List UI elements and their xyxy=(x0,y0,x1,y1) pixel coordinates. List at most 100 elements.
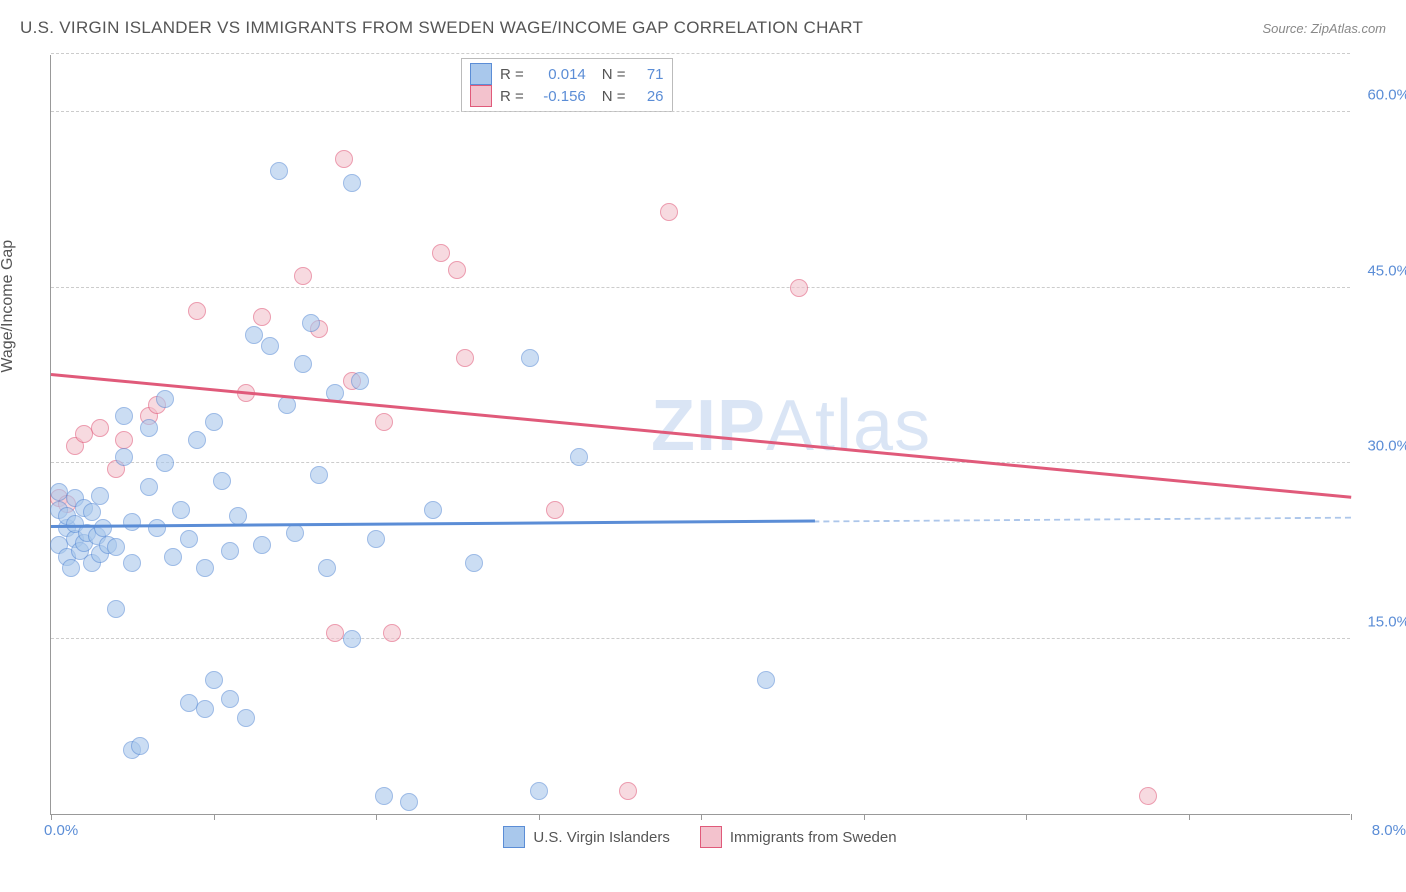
data-point-a xyxy=(351,372,369,390)
data-point-a xyxy=(375,787,393,805)
data-point-a xyxy=(245,326,263,344)
x-tick xyxy=(1351,814,1352,820)
data-point-a xyxy=(343,630,361,648)
legend-label-a: U.S. Virgin Islanders xyxy=(533,829,669,846)
data-point-a xyxy=(196,700,214,718)
data-point-a xyxy=(164,548,182,566)
data-point-a xyxy=(237,709,255,727)
data-point-a xyxy=(465,554,483,572)
data-point-a xyxy=(424,501,442,519)
data-point-b xyxy=(456,349,474,367)
x-tick xyxy=(701,814,702,820)
data-point-a xyxy=(91,487,109,505)
data-point-b xyxy=(546,501,564,519)
data-point-a xyxy=(530,782,548,800)
y-tick-label: 60.0% xyxy=(1367,87,1406,104)
data-point-b xyxy=(335,150,353,168)
data-point-a xyxy=(180,530,198,548)
data-point-b xyxy=(448,261,466,279)
x-tick xyxy=(51,814,52,820)
y-tick-label: 30.0% xyxy=(1367,438,1406,455)
data-point-b xyxy=(115,431,133,449)
n-value-a: 71 xyxy=(634,66,664,83)
data-point-a xyxy=(570,448,588,466)
legend-label-b: Immigrants from Sweden xyxy=(730,829,897,846)
data-point-b xyxy=(188,302,206,320)
stats-row-b: R = -0.156 N = 26 xyxy=(470,85,664,107)
legend-item-b: Immigrants from Sweden xyxy=(700,826,897,848)
x-tick xyxy=(864,814,865,820)
data-point-a xyxy=(278,396,296,414)
data-point-a xyxy=(221,690,239,708)
x-tick xyxy=(376,814,377,820)
trend-line-b xyxy=(51,373,1351,498)
data-point-a xyxy=(140,419,158,437)
r-label-b: R = xyxy=(500,88,524,105)
data-point-b xyxy=(383,624,401,642)
data-point-a xyxy=(172,501,190,519)
stats-row-a: R = 0.014 N = 71 xyxy=(470,63,664,85)
y-tick-label: 45.0% xyxy=(1367,262,1406,279)
gridline xyxy=(51,462,1350,463)
data-point-b xyxy=(619,782,637,800)
x-tick xyxy=(214,814,215,820)
r-value-b: -0.156 xyxy=(532,88,586,105)
data-point-a xyxy=(253,536,271,554)
data-point-a xyxy=(367,530,385,548)
gridline xyxy=(51,53,1350,54)
r-label-a: R = xyxy=(500,66,524,83)
legend-item-a: U.S. Virgin Islanders xyxy=(503,826,669,848)
data-point-a xyxy=(400,793,418,811)
swatch-a xyxy=(470,63,492,85)
data-point-a xyxy=(94,519,112,537)
data-point-a xyxy=(62,559,80,577)
trend-line-a xyxy=(51,520,815,528)
data-point-a xyxy=(261,337,279,355)
data-point-a xyxy=(286,524,304,542)
data-point-a xyxy=(213,472,231,490)
data-point-b xyxy=(294,267,312,285)
x-tick xyxy=(1026,814,1027,820)
data-point-b xyxy=(432,244,450,262)
data-point-a xyxy=(343,174,361,192)
legend-swatch-b xyxy=(700,826,722,848)
data-point-a xyxy=(205,671,223,689)
source-attribution: Source: ZipAtlas.com xyxy=(1262,21,1386,36)
legend-swatch-a xyxy=(503,826,525,848)
data-point-a xyxy=(156,390,174,408)
n-label-b: N = xyxy=(602,88,626,105)
data-point-a xyxy=(205,413,223,431)
y-axis-title: Wage/Income Gap xyxy=(0,240,17,373)
chart-title: U.S. VIRGIN ISLANDER VS IMMIGRANTS FROM … xyxy=(20,18,863,38)
data-point-a xyxy=(757,671,775,689)
gridline xyxy=(51,287,1350,288)
data-point-b xyxy=(790,279,808,297)
data-point-a xyxy=(302,314,320,332)
plot-area: ZIPAtlas R = 0.014 N = 71 R = -0.156 N =… xyxy=(50,55,1350,815)
data-point-a xyxy=(131,737,149,755)
data-point-a xyxy=(115,407,133,425)
data-point-b xyxy=(660,203,678,221)
gridline xyxy=(51,638,1350,639)
legend-bottom: U.S. Virgin Islanders Immigrants from Sw… xyxy=(50,826,1350,848)
n-value-b: 26 xyxy=(634,88,664,105)
data-point-a xyxy=(115,448,133,466)
data-point-b xyxy=(375,413,393,431)
data-point-a xyxy=(156,454,174,472)
data-point-a xyxy=(123,513,141,531)
data-point-b xyxy=(253,308,271,326)
stats-legend-box: R = 0.014 N = 71 R = -0.156 N = 26 xyxy=(461,58,673,112)
data-point-a xyxy=(148,519,166,537)
data-point-a xyxy=(294,355,312,373)
data-point-a xyxy=(310,466,328,484)
r-value-a: 0.014 xyxy=(532,66,586,83)
data-point-b xyxy=(1139,787,1157,805)
data-point-a xyxy=(229,507,247,525)
data-point-a xyxy=(521,349,539,367)
data-point-a xyxy=(107,600,125,618)
x-tick xyxy=(539,814,540,820)
data-point-a xyxy=(123,554,141,572)
x-tick xyxy=(1189,814,1190,820)
title-bar: U.S. VIRGIN ISLANDER VS IMMIGRANTS FROM … xyxy=(20,18,1386,38)
data-point-a xyxy=(270,162,288,180)
